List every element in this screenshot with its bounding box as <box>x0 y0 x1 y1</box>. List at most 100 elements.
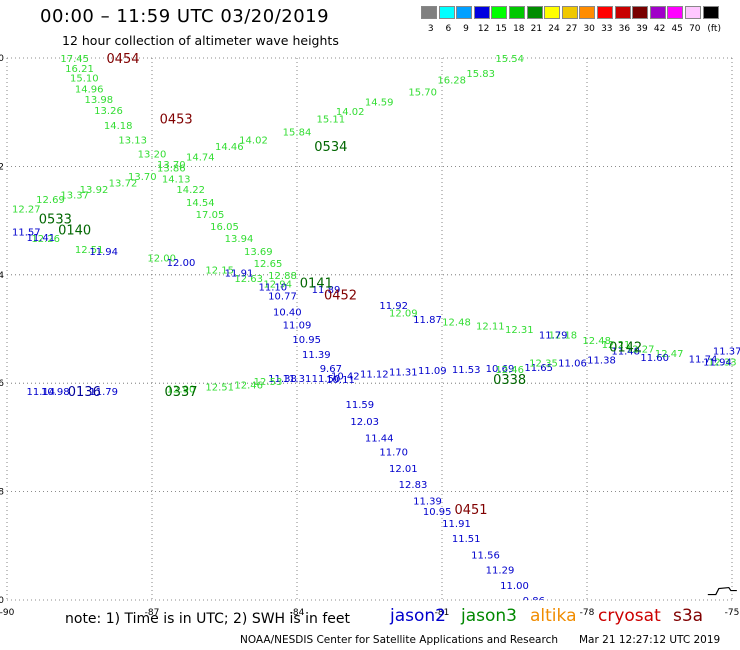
scale-label-24: 24 <box>548 24 560 34</box>
lat-tick--64: -64 <box>0 271 4 281</box>
lat-tick--60: -60 <box>0 54 4 64</box>
wave-height-jason3-0337-0: 12.90 <box>167 385 196 396</box>
pass-time-0337: 0337 <box>164 385 197 400</box>
scale-swatch-12 <box>632 6 649 19</box>
lon-tick--90: -90 <box>0 608 15 618</box>
scale-label-27: 27 <box>565 24 578 34</box>
wave-height-jason2-0140-9: 11.48 <box>611 347 640 358</box>
wave-height-s3a-0454-4: 13.98 <box>85 95 114 106</box>
wave-height-jason2-0452-20: 11.00 <box>500 581 529 592</box>
legend-cryosat: cryosat <box>598 606 661 626</box>
legend-altika: altika <box>530 606 577 626</box>
wave-height-jason2-0136-1: 10.98 <box>41 387 70 398</box>
wave-height-jason3-0141-2: 12.00 <box>147 253 176 264</box>
wave-height-jason2-0136-2: 11.79 <box>89 387 118 398</box>
wave-height-jason2-0140-8: 11.79 <box>539 330 568 341</box>
wave-height-jason2-0452-8: 11.59 <box>346 400 375 411</box>
scale-label-42: 42 <box>653 24 666 34</box>
wave-height-jason2-0140-7: 11.87 <box>413 315 442 326</box>
wave-height-jason3-0141-13: 12.27 <box>626 345 655 356</box>
wave-height-jason2-0452-6: 9.67 <box>320 364 342 375</box>
pass-time-0453: 0453 <box>160 113 193 128</box>
wave-height-jason3-0141-8: 12.11 <box>476 322 505 333</box>
wave-height-s3a-0454-8: 13.20 <box>138 149 167 160</box>
wave-height-jason2-0140-1: 11.41 <box>27 233 56 244</box>
wave-height-jason2-0136-3: 11.38 <box>268 374 297 385</box>
legend-jason2: jason2 <box>390 606 446 626</box>
pass-time-0136: 0136 <box>68 385 101 400</box>
wave-height-jason2-0136-9: 11.09 <box>418 366 447 377</box>
scale-label-18: 18 <box>513 24 525 34</box>
wave-height-s3a-0454-17: 12.65 <box>254 259 283 270</box>
scale-label-36: 36 <box>618 24 631 34</box>
legend-jason3: jason3 <box>461 606 517 626</box>
wave-height-s3a-0454-11: 14.22 <box>176 185 205 196</box>
wave-height-s3a-0454-18: 12.88 <box>268 271 297 282</box>
scale-swatch-1 <box>438 6 455 19</box>
wave-height-jason2-0140-2: 11.94 <box>89 247 118 258</box>
wave-height-jason2-0452-13: 12.83 <box>399 480 428 491</box>
wave-height-s3a-0454-10: 14.13 <box>162 174 191 185</box>
wave-height-jason2-0452-2: 10.40 <box>273 308 302 319</box>
wave-height-s3a-0534-13: 14.59 <box>365 97 394 108</box>
scale-swatch-7 <box>544 6 561 19</box>
wave-height-s3a-0534-11: 15.11 <box>317 115 346 126</box>
scale-swatch-11 <box>614 6 631 19</box>
wave-height-jason2-0140-4: 11.91 <box>225 269 254 280</box>
wave-height-jason3-0141-14: 12.47 <box>655 349 684 360</box>
wave-height-jason3-0141-0: 12.26 <box>31 234 60 245</box>
pass-time-0338: 0338 <box>493 373 526 388</box>
scale-label-70: 70 <box>689 24 701 34</box>
wave-height-s3a-0534-2: 13.37 <box>60 191 89 202</box>
wave-height-s3a-0534-1: 12.69 <box>36 195 65 206</box>
wave-height-jason2-0136-11: 10.69 <box>486 364 515 375</box>
pass-time-0451: 0451 <box>454 503 487 518</box>
wave-height-jason2-0452-0: 11.10 <box>259 283 288 294</box>
wave-height-s3a-0534-10: 15.84 <box>283 128 312 139</box>
wave-height-s3a-0454-9: 13.86 <box>157 163 186 174</box>
wave-height-jason3-0141-1: 12.51 <box>75 245 104 256</box>
wave-height-jason2-0452-16: 11.91 <box>442 519 471 530</box>
scale-unit: (ft) <box>707 24 721 34</box>
wave-height-s3a-0454-13: 17.05 <box>196 210 225 221</box>
wave-height-jason2-0136-10: 11.53 <box>452 365 481 376</box>
lon-tick--75: -75 <box>725 608 740 618</box>
map-title: 00:00 – 11:59 UTC 03/20/2019 <box>40 6 330 27</box>
scale-swatch-4 <box>491 6 508 19</box>
wave-height-jason2-0136-7: 11.12 <box>360 369 389 380</box>
scale-label-39: 39 <box>636 24 648 34</box>
wave-height-s3a-0454-14: 16.05 <box>210 222 239 233</box>
wave-height-jason2-0136-5: 11.50 <box>312 374 341 385</box>
scale-label-21: 21 <box>530 24 543 34</box>
lon-tick--81: -81 <box>435 608 450 618</box>
pass-time-0141: 0141 <box>300 276 333 291</box>
wave-height-s3a-0534-3: 13.92 <box>80 185 109 196</box>
scale-label-6: 6 <box>445 24 452 34</box>
scale-label-12: 12 <box>477 24 490 34</box>
wave-height-jason2-0140-3: 12.00 <box>167 258 196 269</box>
wave-height-jason3-0337-2: 12.46 <box>234 380 263 391</box>
lon-tick--87: -87 <box>145 608 160 618</box>
map-subtitle: 12 hour collection of altimeter wave hei… <box>62 33 339 48</box>
wave-height-s3a-0534-9: 14.02 <box>239 135 268 146</box>
lon-tick--84: -84 <box>290 608 305 618</box>
wave-height-s3a-0454-7: 13.13 <box>118 135 147 146</box>
wave-height-s3a-0534-7: 14.74 <box>186 153 215 164</box>
wave-height-s3a-0534-12: 14.02 <box>336 107 365 118</box>
lat-tick--70: -70 <box>0 596 4 606</box>
wave-height-jason2-0452-9: 12.03 <box>350 417 379 428</box>
wave-height-jason2-0452-21: 9.86 <box>523 596 545 607</box>
pass-time-0454: 0454 <box>106 52 139 67</box>
lat-tick--68: -68 <box>0 488 4 498</box>
pass-time-0142: 0142 <box>609 340 642 355</box>
wave-height-jason3-0337-3: 12.53 <box>254 377 283 388</box>
lat-tick--66: -66 <box>0 379 4 389</box>
pass-time-0452: 0452 <box>324 288 357 303</box>
wave-height-jason2-0452-12: 12.01 <box>389 464 418 475</box>
wave-height-jason2-0452-7: 10.11 <box>326 375 355 386</box>
wave-height-jason2-0452-19: 11.29 <box>486 566 515 577</box>
credit-line: NOAA/NESDIS Center for Satellite Applica… <box>240 634 558 646</box>
pass-time-0533: 0533 <box>39 212 72 227</box>
